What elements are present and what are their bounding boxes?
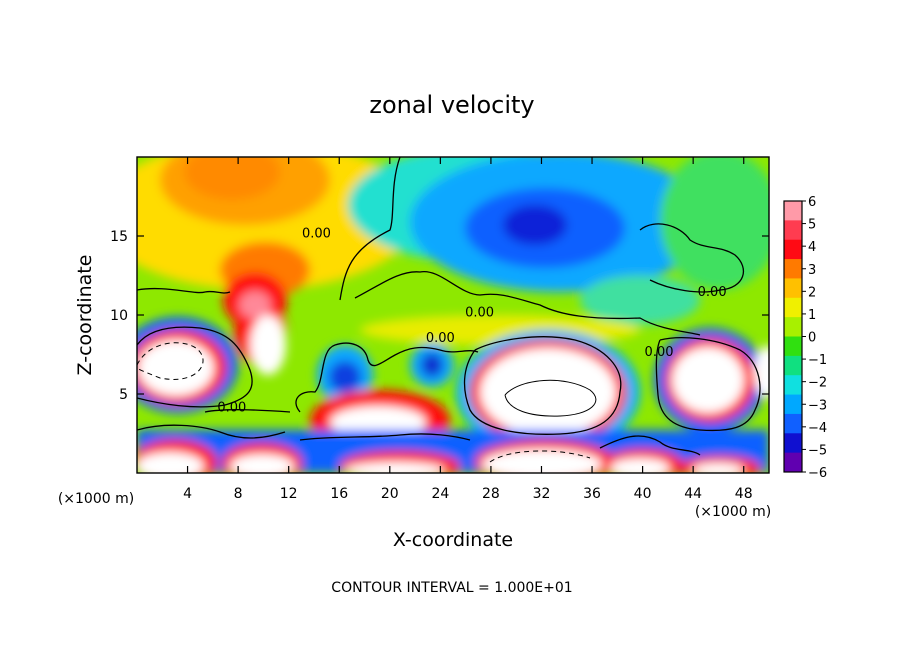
contour-line-0: [137, 287, 231, 294]
colorbar-swatch-9: [784, 375, 802, 396]
y-tick-label-5: 5: [119, 387, 128, 403]
colorbar-swatch-8: [784, 355, 802, 376]
colorbar-swatch-4: [784, 278, 802, 299]
y-axis-label: Z-coordinate: [74, 255, 96, 376]
colorbar-label-5: 1: [808, 308, 816, 323]
field-region-42: [692, 463, 744, 473]
contour-line-1: [339, 157, 401, 301]
field-region-37: [137, 452, 204, 473]
colorbar-label-11: −5: [808, 443, 827, 458]
colorbar-label-9: −3: [808, 398, 827, 413]
x-tick-label-16: 16: [330, 486, 348, 502]
x-tick-label-12: 12: [280, 486, 298, 502]
x-tick-label-8: 8: [234, 486, 243, 502]
contour-label-2: 0.00: [465, 306, 494, 321]
x-tick-label-32: 32: [533, 486, 551, 502]
colorbar-label-4: 2: [808, 285, 816, 300]
contour-interval-note: CONTOUR INTERVAL = 1.000E+01: [331, 580, 572, 596]
contour-line-9: [299, 433, 471, 441]
colorbar-swatch-7: [784, 336, 802, 357]
colorbar-label-0: 6: [808, 195, 816, 210]
contour-line-2: [354, 271, 701, 336]
y-tick-label-15: 15: [110, 229, 128, 245]
colorbar-swatch-11: [784, 413, 802, 434]
contour-labels: 0.00 0.00 0.00 0.00 0.00 0.00: [217, 227, 726, 416]
velocity-field: [137, 157, 769, 473]
colorbar-swatch-3: [784, 259, 802, 279]
field-region-38: [230, 454, 294, 473]
contour-line-6: [463, 336, 622, 435]
contour-label-1: 0.00: [426, 331, 455, 346]
colorbar-label-8: −2: [808, 376, 827, 391]
contour-line-5: [295, 342, 479, 413]
colorbar-swatch-6: [784, 317, 802, 337]
x-tick-label-44: 44: [684, 486, 702, 502]
contour-line-3: [639, 223, 744, 293]
field-region-15: [329, 361, 361, 393]
field-region-41: [610, 458, 670, 473]
contour-inner-2: [489, 450, 591, 463]
field-region-2: [184, 157, 280, 200]
contour-inner-1: [504, 379, 597, 417]
colorbar-swatch-12: [784, 433, 802, 454]
x-axis: 4 8 12 16 20 24 28 32 36 40 44 48: [183, 157, 753, 502]
contour-line-10: [204, 409, 291, 413]
colorbar-label-3: 3: [808, 263, 816, 278]
x-axis-left-unit: (×1000 m): [58, 491, 134, 507]
x-tick-label-48: 48: [735, 486, 753, 502]
field-region-40: [482, 449, 602, 473]
contour-label-5: 0.00: [645, 345, 674, 360]
colorbar-label-12: −6: [808, 466, 827, 481]
colorbar-swatch-10: [784, 394, 802, 415]
contour-label-4: 0.00: [217, 400, 246, 415]
x-tick-label-4: 4: [183, 486, 192, 502]
colorbar-swatch-5: [784, 297, 802, 318]
colorbar-label-6: 0: [808, 331, 816, 346]
colorbar-label-10: −4: [808, 421, 827, 436]
field-region-7: [503, 205, 567, 245]
colorbar-swatch-1: [784, 220, 802, 241]
colorbar-label-2: 4: [808, 240, 816, 255]
colorbar-label-1: 5: [808, 218, 816, 233]
x-tick-label-40: 40: [634, 486, 652, 502]
x-tick-label-36: 36: [583, 486, 601, 502]
contour-inner-0: [137, 342, 204, 380]
field-region-20: [138, 340, 214, 396]
colorbar-swatch-2: [784, 239, 802, 260]
field-region-43: [754, 346, 769, 398]
contour-line-8: [137, 424, 286, 439]
contour-label-3: 0.00: [698, 285, 727, 300]
field-region-12: [239, 291, 271, 319]
contour-line-7: [655, 337, 761, 432]
contour-line-11: [599, 435, 701, 456]
colorbar: 6 5 4 3 2 1 0 −1 −2 −3 −4 −5 −6: [783, 195, 827, 481]
chart-title: zonal velocity: [369, 91, 534, 119]
plot-area: 0.00 0.00 0.00 0.00 0.00 0.00: [137, 157, 769, 473]
colorbar-swatch-0: [784, 201, 802, 221]
colorbar-label-7: −1: [808, 353, 827, 368]
field-region-8: [660, 157, 769, 290]
field-region-39: [345, 462, 445, 473]
x-axis-right-unit: (×1000 m): [695, 504, 771, 520]
contour-lines: [137, 157, 761, 463]
x-tick-label-28: 28: [482, 486, 500, 502]
contour-label-0: 0.00: [302, 227, 331, 242]
field-region-27: [672, 347, 744, 413]
y-tick-label-10: 10: [110, 308, 128, 324]
field-region-17: [421, 353, 443, 377]
x-tick-label-20: 20: [381, 486, 399, 502]
colorbar-swatch-13: [784, 452, 802, 473]
x-axis-label: X-coordinate: [393, 529, 513, 551]
x-tick-label-24: 24: [431, 486, 449, 502]
contour-line-4: [137, 326, 253, 408]
field-region-21: [250, 315, 286, 375]
y-axis: 5 10 15: [110, 229, 769, 403]
field-region-24: [480, 348, 616, 436]
